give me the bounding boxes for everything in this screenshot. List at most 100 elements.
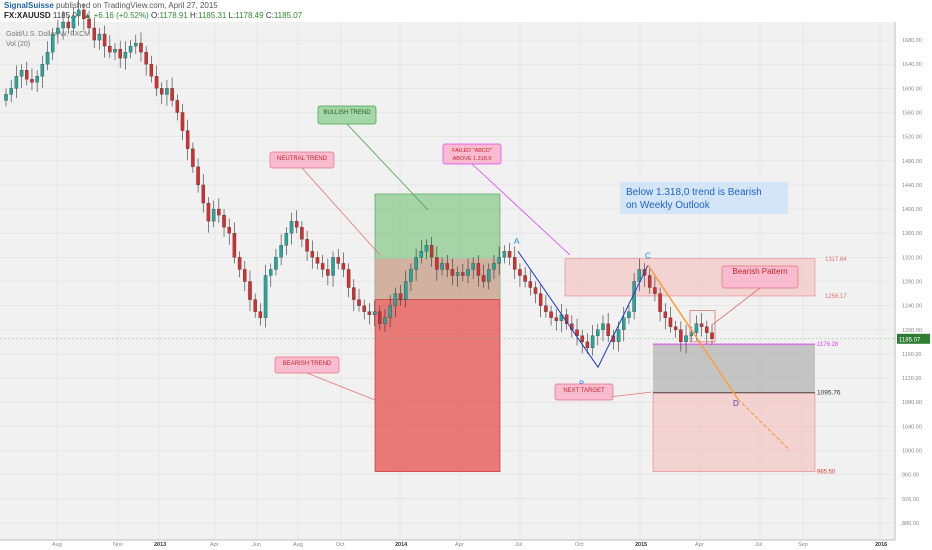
candle-body	[159, 88, 164, 95]
candle-body	[108, 45, 112, 53]
time-tick-label: Jul	[515, 542, 522, 548]
time-tick-label: 2013	[154, 542, 166, 548]
close-label: C:	[265, 11, 274, 20]
candle-body	[668, 317, 673, 327]
time-tick-label: Apr	[695, 542, 704, 548]
candle-body	[445, 263, 449, 270]
price-tick-label: 1560.00	[902, 111, 922, 117]
price-tick-label: 1200.00	[902, 328, 922, 334]
candle-body	[82, 9, 86, 20]
candle-body	[40, 64, 45, 77]
candle-body	[388, 305, 392, 318]
candle-body	[118, 48, 122, 59]
candle-body	[518, 269, 522, 276]
author-link[interactable]: SignalSuisse	[4, 1, 54, 10]
symbol-label[interactable]: FX:XAUUSD	[4, 11, 51, 20]
target-zone	[652, 392, 816, 472]
candle-body	[424, 245, 429, 252]
candle-body	[87, 18, 91, 29]
candle-body	[243, 269, 247, 282]
low-label: L:	[228, 11, 236, 20]
candle-body	[606, 323, 610, 336]
candle-body	[336, 257, 340, 264]
candle-body	[419, 251, 424, 258]
candle-body	[435, 257, 439, 270]
candle-body	[326, 269, 330, 276]
candle-body	[66, 21, 71, 29]
last-price-tag-label: 1185.07	[899, 337, 921, 343]
pattern-callout-pointer	[711, 287, 761, 326]
candle-body	[76, 9, 81, 17]
price-tick-label: 1520.00	[902, 135, 922, 141]
level-label-1317: 1317.64	[825, 257, 847, 263]
candle-body	[237, 257, 242, 270]
candle-body	[50, 33, 55, 53]
time-tick-label: Apr	[455, 542, 464, 548]
candle-body	[398, 293, 403, 300]
pattern-callout-text: Bearish Pattern	[732, 267, 787, 276]
price-tick-label: 1680.00	[902, 38, 922, 44]
volume-indicator-label[interactable]: Vol (20)	[6, 41, 31, 48]
price-tick-label: 1000.00	[902, 449, 922, 455]
support-zone	[653, 344, 815, 394]
high-label: H:	[190, 11, 199, 20]
bullish-callout-pointer	[346, 123, 429, 211]
candle-body	[367, 311, 372, 315]
candle-body	[227, 227, 231, 234]
candle-body	[300, 227, 304, 240]
time-tick-label: Oct	[575, 542, 584, 548]
time-tick-label: 2016	[875, 542, 887, 548]
level-label-1095: 1095.76	[817, 390, 841, 397]
candle-body	[134, 42, 138, 47]
candle-body	[113, 48, 117, 53]
price-tick-label: 960.00	[902, 473, 919, 479]
time-tick-label: Aug	[52, 542, 62, 548]
candle-body	[538, 293, 543, 306]
candle-body	[440, 263, 444, 270]
candle-body	[211, 208, 216, 222]
candle-body	[92, 27, 97, 41]
bearish-zone	[374, 299, 501, 472]
candle-body	[684, 335, 688, 343]
candle-body	[180, 112, 185, 131]
target-callout-text: NEXT TARGET	[563, 388, 605, 394]
close-value: 1185.07	[273, 11, 303, 20]
candle-body	[30, 79, 34, 83]
time-tick-label: Apr	[210, 542, 219, 548]
candle-body	[357, 299, 361, 306]
failed-abcd-callout-pointer	[471, 163, 571, 256]
bearish-callout-pointer	[306, 372, 396, 409]
candle-body	[694, 323, 699, 333]
price-tick-label: 1400.00	[902, 207, 922, 213]
price-tick-label: 1440.00	[902, 183, 922, 189]
candle-body	[175, 100, 180, 113]
level-label-1256: 1256.17	[825, 294, 847, 300]
price-tick-label: 1040.00	[902, 424, 922, 430]
candle-body	[315, 257, 320, 264]
last-price: 1185.07	[52, 11, 82, 20]
candle-body	[492, 263, 496, 270]
candle-body	[362, 305, 366, 312]
candle-body	[450, 269, 455, 276]
candle-body	[507, 251, 512, 258]
candle-body	[673, 326, 678, 330]
candle-body	[341, 263, 346, 270]
candle-body	[19, 70, 24, 77]
candle-body	[622, 317, 626, 330]
price-tick-label: 1640.00	[902, 62, 922, 68]
price-tick-label: 1600.00	[902, 86, 922, 92]
candle-body	[455, 272, 460, 276]
series-title: Gold/U.S. Dollar, W, FXCM	[6, 31, 91, 38]
candle-body	[596, 329, 600, 336]
candle-body	[320, 263, 325, 270]
level-label-965: 965.50	[817, 469, 836, 475]
candle-body	[378, 311, 382, 324]
price-tick-label: 1280.00	[902, 280, 922, 286]
candle-body	[56, 27, 60, 35]
open-value: 1178.91	[159, 11, 188, 20]
candle-body	[201, 184, 206, 204]
chart-header: SignalSuisse published on TradingView.co…	[0, 0, 932, 22]
candle-body	[466, 269, 470, 276]
series-legend: Gold/U.S. Dollar, W, FXCM Vol (20)	[6, 30, 90, 50]
